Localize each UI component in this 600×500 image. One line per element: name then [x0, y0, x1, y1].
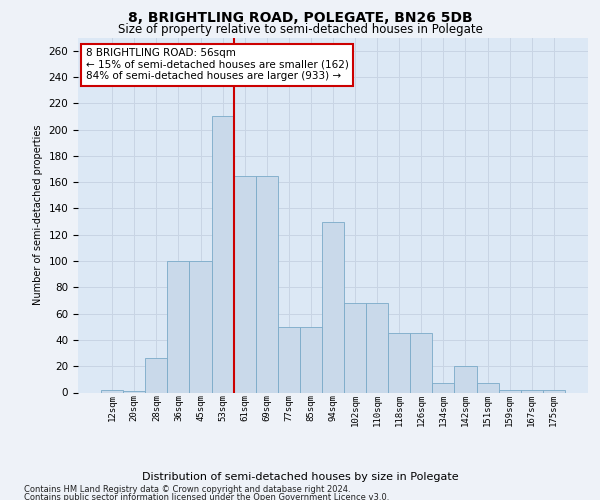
Bar	[322, 222, 344, 392]
Bar	[476, 384, 499, 392]
Bar	[256, 176, 278, 392]
Bar	[454, 366, 476, 392]
Bar	[521, 390, 543, 392]
Bar	[300, 327, 322, 392]
Text: Size of property relative to semi-detached houses in Polegate: Size of property relative to semi-detach…	[118, 22, 482, 36]
Text: 8, BRIGHTLING ROAD, POLEGATE, BN26 5DB: 8, BRIGHTLING ROAD, POLEGATE, BN26 5DB	[128, 11, 472, 25]
Bar	[101, 390, 123, 392]
Text: Contains HM Land Registry data © Crown copyright and database right 2024.: Contains HM Land Registry data © Crown c…	[24, 485, 350, 494]
Text: Distribution of semi-detached houses by size in Polegate: Distribution of semi-detached houses by …	[142, 472, 458, 482]
Bar	[233, 176, 256, 392]
Text: 8 BRIGHTLING ROAD: 56sqm
← 15% of semi-detached houses are smaller (162)
84% of : 8 BRIGHTLING ROAD: 56sqm ← 15% of semi-d…	[86, 48, 349, 82]
Bar	[212, 116, 233, 392]
Bar	[123, 391, 145, 392]
Text: Contains public sector information licensed under the Open Government Licence v3: Contains public sector information licen…	[24, 494, 389, 500]
Bar	[278, 327, 300, 392]
Bar	[543, 390, 565, 392]
Bar	[190, 261, 212, 392]
Bar	[499, 390, 521, 392]
Bar	[366, 303, 388, 392]
Bar	[388, 334, 410, 392]
Bar	[344, 303, 366, 392]
Bar	[433, 384, 454, 392]
Y-axis label: Number of semi-detached properties: Number of semi-detached properties	[33, 124, 43, 305]
Bar	[410, 334, 433, 392]
Bar	[167, 261, 190, 392]
Bar	[145, 358, 167, 392]
